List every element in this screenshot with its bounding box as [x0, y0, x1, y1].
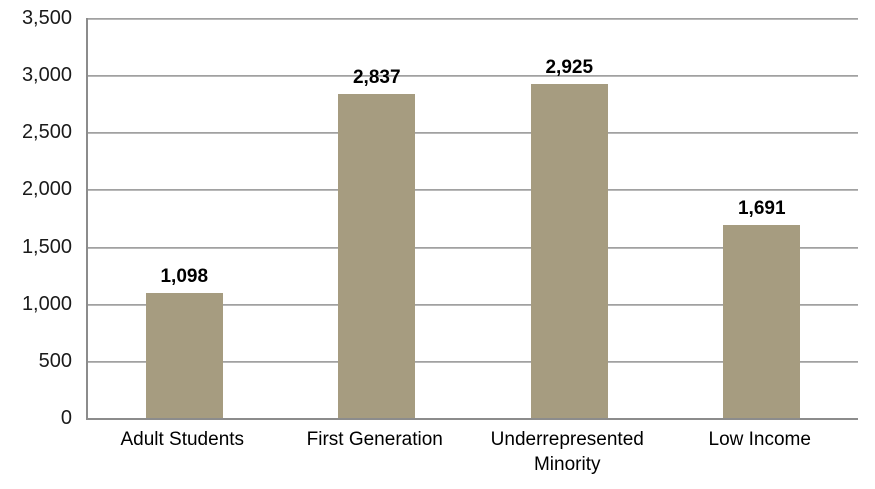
gridline: [88, 246, 858, 249]
bars-container: 1,098 2,837 2,925 1,691: [88, 18, 858, 418]
plot-area: 1,098 2,837 2,925 1,691: [86, 18, 858, 420]
gridline: [88, 189, 858, 192]
y-axis: 0 500 1,000 1,500 2,000 2,500 3,000 3,500: [0, 8, 86, 428]
bar-value-label: 1,098: [160, 265, 209, 287]
gridline: [88, 18, 858, 20]
y-tick-label: 1,000: [21, 292, 72, 315]
x-category-label: Adult Students: [120, 429, 245, 450]
bar: [530, 83, 608, 418]
gridline: [88, 132, 858, 135]
bar: [338, 93, 416, 418]
gridline: [88, 360, 858, 363]
x-axis: Adult Students First Generation Underrepre…: [86, 427, 856, 477]
bar-value-label: 1,691: [737, 197, 786, 219]
x-category-label: First Generation: [306, 429, 443, 450]
y-tick-label: 1,500: [21, 235, 72, 258]
bar-group: 2,837: [281, 18, 474, 418]
bar-group: 1,098: [88, 18, 281, 418]
bar-group: 2,925: [473, 18, 666, 418]
y-tick-label: 0: [60, 407, 72, 429]
bar-value-label: 2,925: [545, 56, 594, 78]
bar: [723, 224, 801, 418]
x-category-label: Low Income: [708, 429, 811, 450]
bar-value-label: 2,837: [352, 66, 401, 88]
y-tick-label: 3,000: [21, 64, 72, 87]
bar: [145, 292, 223, 418]
bar-group: 1,691: [666, 18, 859, 418]
x-category-label: Underrepresented Minority: [490, 429, 644, 475]
y-tick-label: 500: [38, 349, 72, 372]
gridline: [88, 303, 858, 306]
y-tick-label: 2,500: [21, 121, 72, 144]
y-tick-label: 2,000: [21, 178, 72, 201]
gridline: [88, 75, 858, 78]
y-tick-label: 3,500: [21, 7, 72, 29]
